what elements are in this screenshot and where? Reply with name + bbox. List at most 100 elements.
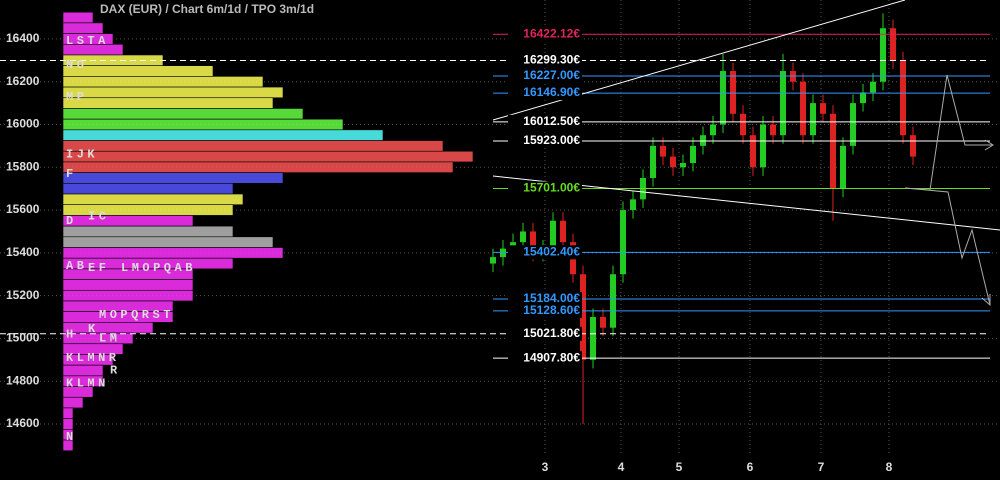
y-tick-label: 15400 <box>6 245 40 259</box>
level-label-bg <box>508 27 582 42</box>
candle-body <box>560 220 566 243</box>
candle-body <box>800 81 806 136</box>
y-tick-label: 15000 <box>6 331 40 345</box>
candles <box>490 13 916 424</box>
tpo-letters: MOPQRST <box>99 308 174 322</box>
profile-bar <box>62 407 74 419</box>
y-tick-label: 15600 <box>6 202 40 216</box>
profile-bar <box>62 183 234 195</box>
profile-bar <box>62 22 104 34</box>
level-label: 15184.00€ <box>523 291 580 305</box>
level-label-bg <box>508 351 582 366</box>
chart-title: DAX (EUR) / Chart 6m/1d / TPO 3m/1d <box>100 2 314 16</box>
level-label-bg <box>508 181 582 196</box>
tpo-letters: LMOPQAB <box>121 261 196 275</box>
level-label: 16299.30€ <box>523 53 580 67</box>
level-label: 16422.12€ <box>523 26 580 40</box>
profile-bar <box>62 118 344 131</box>
level-label-bg <box>508 53 582 68</box>
profile-bar <box>62 236 274 248</box>
profile-bar <box>62 396 84 409</box>
level-label: 15923.00€ <box>523 133 580 147</box>
x-tick-label: 5 <box>676 460 683 474</box>
candle-body <box>740 113 746 136</box>
y-tick-label: 14600 <box>6 416 40 430</box>
candle-body <box>890 28 896 61</box>
candle-body <box>610 274 616 328</box>
candle-body <box>580 274 586 360</box>
candle-body <box>620 210 626 275</box>
tpo-letters: AB <box>66 259 87 273</box>
level-label-bg <box>508 86 582 101</box>
level-label: 15128.60€ <box>523 303 580 317</box>
tpo-letters: F <box>66 167 77 181</box>
tpo-letters: EF <box>88 261 109 275</box>
profile-bar <box>62 97 274 109</box>
profile-bar <box>62 76 264 88</box>
tpo-letters: NO <box>66 58 87 72</box>
candle-body <box>720 71 726 125</box>
profile-bar <box>62 439 74 452</box>
tpo-letters: KLMNR <box>66 351 120 365</box>
tpo-letters: N <box>66 430 77 444</box>
candle-body <box>830 113 836 189</box>
candle-body <box>520 231 526 243</box>
tpo-letters: KLMN <box>66 377 109 391</box>
profile-bar <box>62 86 284 99</box>
profile-bar <box>62 150 474 163</box>
profile-bar <box>62 108 304 120</box>
tpo-letters: IC <box>88 210 109 224</box>
level-label: 15021.80€ <box>523 326 580 340</box>
x-tick-label: 4 <box>618 460 625 474</box>
level-label: 15701.00€ <box>523 181 580 195</box>
level-label-bg <box>508 326 582 341</box>
level-label: 16227.00€ <box>523 68 580 82</box>
level-label-bg <box>508 133 582 148</box>
candle-body <box>530 231 536 253</box>
level-label: 14907.80€ <box>523 350 580 364</box>
candle-body <box>900 60 906 136</box>
tpo-profile <box>62 11 474 452</box>
tpo-letters: K <box>88 322 99 336</box>
y-tick-label: 14800 <box>6 373 40 387</box>
profile-bar <box>62 140 444 152</box>
x-tick-label: 7 <box>818 460 825 474</box>
candle-body <box>820 103 826 114</box>
candle-body <box>760 124 766 168</box>
x-tick-label: 3 <box>542 460 549 474</box>
candle-body <box>910 135 916 157</box>
candle-body <box>600 317 606 328</box>
tpo-letters: MP <box>66 90 87 104</box>
candle-body <box>850 103 856 146</box>
candle-body <box>660 145 666 157</box>
tpo-letters: H <box>66 327 77 341</box>
tpo-letters: R <box>110 364 121 378</box>
x-tick-label: 6 <box>747 460 754 474</box>
candle-body <box>840 145 846 189</box>
candle-body <box>500 248 506 258</box>
level-label-bg <box>508 292 582 307</box>
tpo-letters: LM <box>99 332 120 346</box>
level-label-bg <box>508 114 582 129</box>
y-tick-label: 16000 <box>6 117 40 131</box>
level-label-bg <box>508 245 582 260</box>
level-label: 15402.40€ <box>523 245 580 259</box>
candle-body <box>670 156 676 168</box>
candle-body <box>880 28 886 82</box>
projection-path <box>904 187 991 306</box>
tpo-letters: LSTA <box>66 34 109 48</box>
profile-bar <box>62 418 74 430</box>
level-label: 16146.90€ <box>523 85 580 99</box>
profile-bar <box>62 193 244 206</box>
arrow-head <box>981 294 991 307</box>
profile-bar <box>62 161 454 173</box>
candle-body <box>490 257 496 264</box>
profile-bar <box>62 364 104 377</box>
profile-bar <box>62 11 94 24</box>
profile-bar <box>62 215 194 227</box>
tpo-letters: D <box>66 214 77 228</box>
candle-body <box>590 317 596 360</box>
y-tick-label: 16400 <box>6 31 40 45</box>
profile-bar <box>62 225 234 238</box>
